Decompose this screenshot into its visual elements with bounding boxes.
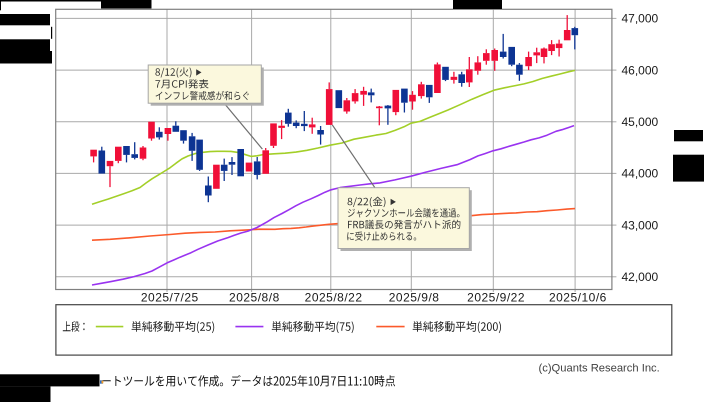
svg-text:2025/8/8: 2025/8/8	[229, 291, 280, 305]
svg-text:2025/9/8: 2025/9/8	[389, 291, 440, 305]
svg-text:42,000: 42,000	[622, 270, 659, 284]
svg-text:2025/9/22: 2025/9/22	[467, 291, 525, 305]
svg-text:47,000: 47,000	[622, 12, 659, 26]
svg-text:44,000: 44,000	[622, 167, 659, 181]
svg-text:2025/10/6: 2025/10/6	[549, 291, 607, 305]
svg-text:46,000: 46,000	[622, 63, 659, 77]
svg-text:43,000: 43,000	[622, 218, 659, 232]
svg-text:2025/8/22: 2025/8/22	[305, 291, 363, 305]
svg-text:(c)Quants Research Inc.: (c)Quants Research Inc.	[539, 363, 660, 375]
svg-text:2025/7/25: 2025/7/25	[141, 291, 199, 305]
svg-text:45,000: 45,000	[622, 115, 659, 129]
